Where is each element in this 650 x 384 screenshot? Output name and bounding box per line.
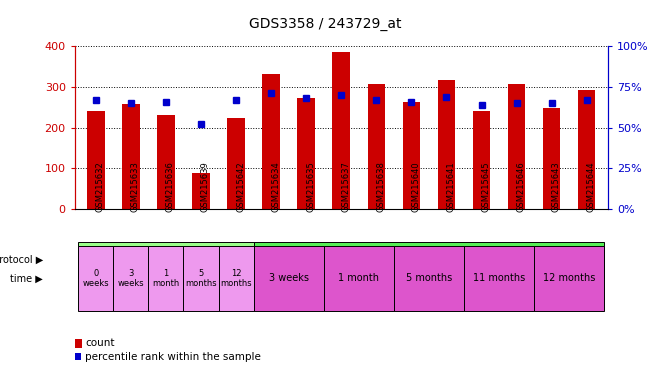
Bar [508,84,525,209]
Text: GSM215636: GSM215636 [166,161,175,212]
Bar [324,246,394,311]
Text: 1
month: 1 month [152,269,179,288]
Text: 11 months: 11 months [473,273,525,283]
Text: GSM215641: GSM215641 [447,161,456,212]
Text: GSM215642: GSM215642 [236,161,245,212]
Text: GSM215635: GSM215635 [306,161,315,212]
Text: growth protocol ▶: growth protocol ▶ [0,255,43,265]
Text: time ▶: time ▶ [10,273,43,283]
Bar [333,52,350,209]
Bar [394,246,464,311]
Text: 12
months: 12 months [220,269,252,288]
Bar [78,246,113,311]
Text: 5
months: 5 months [185,269,217,288]
Text: GSM215640: GSM215640 [411,161,421,212]
Bar [87,111,105,209]
Text: GSM215639: GSM215639 [201,161,210,212]
Text: GSM215643: GSM215643 [552,161,561,212]
Bar [543,108,560,209]
Bar [148,246,183,311]
Text: 3
weeks: 3 weeks [118,269,144,288]
Text: GSM215633: GSM215633 [131,161,140,212]
Bar [534,246,604,311]
Bar [473,111,490,209]
Bar [437,80,455,209]
Text: 12 months: 12 months [543,273,595,283]
Text: GSM215637: GSM215637 [341,161,350,212]
Text: 3 weeks: 3 weeks [268,273,309,283]
Bar [78,242,254,278]
Bar [578,90,595,209]
Bar [464,246,534,311]
Bar [192,174,210,209]
Bar [254,246,324,311]
Bar [218,246,254,311]
Bar [183,246,218,311]
Bar [227,118,245,209]
Text: GSM215638: GSM215638 [376,161,385,212]
Bar [113,246,148,311]
Bar [254,242,604,278]
Text: 1 month: 1 month [338,273,380,283]
Text: GSM215634: GSM215634 [271,161,280,212]
Text: count: count [85,338,114,348]
Text: GSM215645: GSM215645 [482,161,491,212]
Text: 5 months: 5 months [406,273,452,283]
Bar [122,104,140,209]
Text: GSM215644: GSM215644 [587,161,595,212]
Text: GSM215646: GSM215646 [517,161,526,212]
Text: GDS3358 / 243729_at: GDS3358 / 243729_at [249,17,401,31]
Text: control: control [147,255,185,265]
Bar [157,115,175,209]
Text: percentile rank within the sample: percentile rank within the sample [85,352,261,362]
Bar [367,84,385,209]
Bar [263,74,280,209]
Bar [402,101,420,209]
Text: GSM215632: GSM215632 [96,161,105,212]
Bar [298,98,315,209]
Text: androgen-deprived: androgen-deprived [376,255,482,265]
Text: 0
weeks: 0 weeks [83,269,109,288]
